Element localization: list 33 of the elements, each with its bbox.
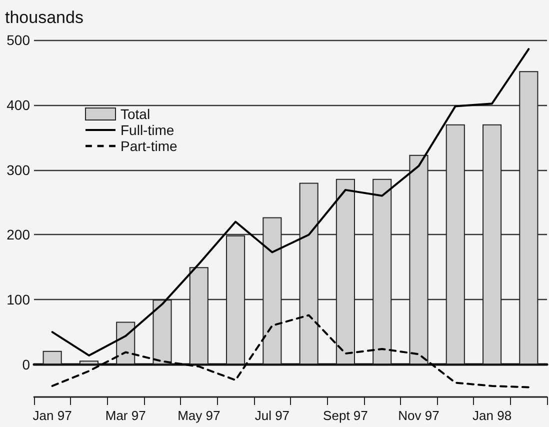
legend-label: Part-time <box>120 138 178 154</box>
y-tick-label: 500 <box>6 32 30 48</box>
bar <box>372 178 392 365</box>
line-series <box>51 48 530 356</box>
legend-label: Total <box>120 106 150 122</box>
x-tick-label: Sept 97 <box>323 408 368 423</box>
x-tick-label: May 97 <box>178 408 220 423</box>
x-tick-label: Jul 97 <box>254 408 290 423</box>
bar <box>519 71 538 365</box>
bar <box>226 235 246 365</box>
bar <box>152 300 172 365</box>
legend-label: Full-time <box>120 122 174 138</box>
bar <box>42 350 62 365</box>
y-tick-label: 0 <box>22 356 30 373</box>
bar <box>189 267 208 365</box>
bar <box>116 322 136 365</box>
bar <box>482 124 502 365</box>
bar <box>299 182 318 365</box>
line-series <box>51 314 530 388</box>
x-tick-label: Nov 97 <box>398 408 440 423</box>
y-tick-label: 200 <box>6 226 30 243</box>
y-tick-label: 300 <box>6 162 30 178</box>
y-axis-title: thousands <box>5 8 84 27</box>
bar <box>336 178 355 365</box>
bar <box>262 217 282 365</box>
bar <box>409 154 428 365</box>
bar <box>79 360 98 365</box>
x-tick-label: Mar 97 <box>105 408 146 423</box>
y-tick-label: 400 <box>6 96 30 113</box>
bar <box>446 124 465 365</box>
x-tick-label: Jan 97 <box>32 408 72 423</box>
x-tick-label: Jan 98 <box>472 408 512 423</box>
y-tick-label: 100 <box>6 292 30 308</box>
